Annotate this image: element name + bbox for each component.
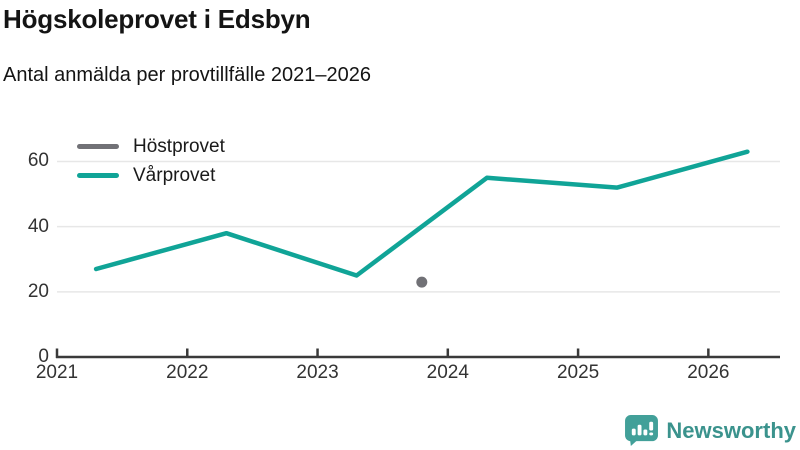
x-tick-label-2026: 2026 bbox=[687, 362, 730, 383]
newsworthy-logo-text: Newsworthy bbox=[666, 417, 796, 443]
legend-swatch-höstprovet bbox=[77, 144, 119, 149]
x-tick-label-2025: 2025 bbox=[556, 362, 600, 383]
chart-legend: Höstprovet Vårprovet bbox=[77, 132, 234, 190]
y-tick-label-60: 60 bbox=[27, 150, 49, 172]
legend-item-höstprovet: Höstprovet bbox=[77, 132, 234, 161]
y-tick-label-40: 40 bbox=[27, 215, 49, 237]
newsworthy-branding: Newsworthy bbox=[625, 415, 796, 446]
x-tick-label-2023: 2023 bbox=[296, 362, 339, 383]
chart-title: Högskoleprovet i Edsbyn bbox=[3, 4, 311, 34]
legend-label-höstprovet: Höstprovet bbox=[124, 134, 234, 159]
x-tick-label-2024: 2024 bbox=[426, 362, 469, 383]
legend-swatch-vårprovet bbox=[77, 173, 119, 178]
x-tick-label-2021: 2021 bbox=[35, 362, 79, 383]
legend-label-vårprovet: Vårprovet bbox=[124, 163, 225, 188]
y-tick-label-0: 0 bbox=[38, 346, 49, 367]
newsworthy-logo-icon bbox=[625, 415, 659, 446]
series-point-höstprovet bbox=[416, 276, 428, 288]
legend-item-vårprovet: Vårprovet bbox=[77, 161, 234, 190]
y-tick-label-20: 20 bbox=[27, 280, 49, 302]
x-tick-label-2022: 2022 bbox=[166, 362, 209, 383]
series-line-vårprovet bbox=[93, 149, 750, 278]
chart-subtitle: Antal anmälda per provtillfälle 2021–202… bbox=[3, 64, 372, 86]
